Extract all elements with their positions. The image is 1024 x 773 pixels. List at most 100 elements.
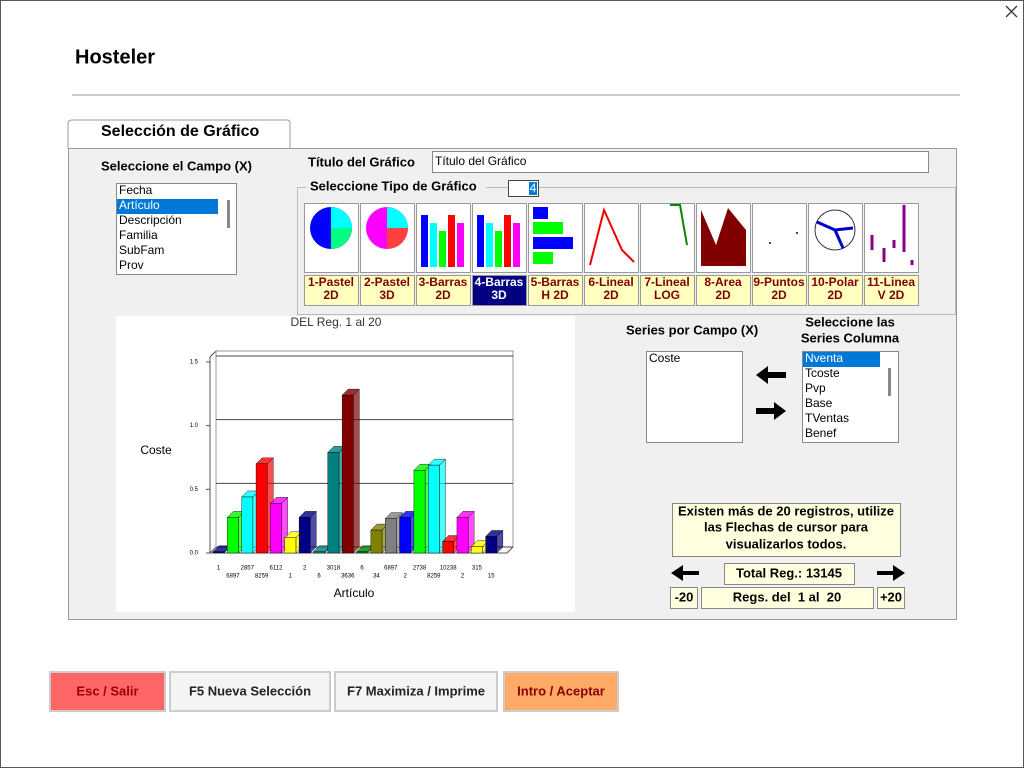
option-label: 3-Barras xyxy=(419,275,468,289)
x-tick-label: 2 xyxy=(403,574,407,580)
x-tick-label: 6897 xyxy=(384,566,398,572)
button[interactable] xyxy=(334,671,498,712)
list-item[interactable]: Prov xyxy=(119,258,144,272)
icon-shape xyxy=(504,215,511,267)
option-label-box xyxy=(304,275,359,306)
info-text: Existen más de 20 registros, utilize xyxy=(678,503,894,518)
list-item[interactable]: Nventa xyxy=(805,351,843,365)
chart-title: DEL Reg. 1 al 20 xyxy=(291,315,382,329)
list-item[interactable]: Descripción xyxy=(119,213,182,227)
tab[interactable] xyxy=(67,119,291,148)
scrollbar xyxy=(888,368,891,396)
list-item[interactable]: Benef xyxy=(805,426,837,440)
option-label: 7-Lineal xyxy=(644,275,689,289)
x-tick-label: 8259 xyxy=(255,574,269,580)
bar xyxy=(298,510,317,554)
option-label: 4-Barras xyxy=(475,275,524,289)
x-tick-label: 8259 xyxy=(427,574,441,580)
list-item[interactable]: Familia xyxy=(119,228,158,242)
list-item[interactable]: Fecha xyxy=(119,183,153,197)
list-item[interactable]: Base xyxy=(805,396,833,410)
option-label-box xyxy=(640,275,695,306)
bar-front xyxy=(255,463,268,554)
add-arrow[interactable] xyxy=(756,402,786,420)
info-box xyxy=(672,503,901,557)
option-label: 3D xyxy=(491,288,507,302)
list-item[interactable]: Coste xyxy=(649,351,681,365)
option-label-box xyxy=(864,275,919,306)
next-arrow[interactable] xyxy=(877,565,905,581)
icon-shape xyxy=(495,231,502,267)
field-list[interactable] xyxy=(116,183,237,275)
next-button[interactable] xyxy=(877,587,905,609)
close-button[interactable] xyxy=(1005,5,1018,18)
y-tick-label: 0.0 xyxy=(190,551,199,557)
list-item[interactable]: SubFam xyxy=(119,243,164,257)
bar-side xyxy=(310,510,317,554)
prev-button[interactable] xyxy=(670,587,698,609)
type-label: Seleccione Tipo de Gráfico xyxy=(310,178,477,193)
bar-side xyxy=(353,388,360,554)
button[interactable] xyxy=(169,671,331,712)
series-field-list[interactable] xyxy=(646,351,743,443)
bar-front xyxy=(241,496,254,554)
button[interactable] xyxy=(503,671,619,712)
option-label-box xyxy=(528,275,583,306)
option-icon xyxy=(752,203,807,273)
type-group xyxy=(297,187,956,315)
x-tick-label: 315 xyxy=(472,566,483,572)
x-tick-label: 2 xyxy=(461,574,465,580)
option-label: 8-Area xyxy=(704,275,742,289)
option-icon xyxy=(584,203,639,273)
series-field-label: Series por Campo (X) xyxy=(626,322,758,337)
option-label: 3D xyxy=(379,288,395,302)
option-label: 1-Pastel xyxy=(308,275,354,289)
x-tick-label: 6 xyxy=(317,574,321,580)
x-tick-label: 6897 xyxy=(226,574,240,580)
button-label: Intro / Aceptar xyxy=(517,683,605,698)
app-title: Hosteler xyxy=(75,46,155,68)
option-label: H 2D xyxy=(541,288,569,302)
list-item[interactable]: Artículo xyxy=(119,198,160,212)
prev-arrow[interactable] xyxy=(671,565,699,581)
list-item[interactable]: Tcoste xyxy=(805,366,840,380)
list-item[interactable]: TVentas xyxy=(805,411,849,425)
remove-arrow[interactable] xyxy=(756,366,786,384)
icon-shape xyxy=(448,215,455,267)
y-tick-label: 1.5 xyxy=(190,360,199,366)
range-text: Regs. del 1 al 20 xyxy=(733,589,841,604)
icon-shape xyxy=(533,222,563,234)
total-text: Total Reg.: 13145 xyxy=(736,565,842,580)
chart-title-input[interactable] xyxy=(432,151,929,173)
bar-front xyxy=(442,541,454,554)
spin-value: 4 xyxy=(530,181,537,195)
icon-shape xyxy=(670,204,688,246)
icon-shape xyxy=(457,223,464,267)
button[interactable] xyxy=(49,671,166,712)
icon-shape xyxy=(477,215,484,267)
option-label-box xyxy=(416,275,471,306)
icon-shape xyxy=(331,228,352,249)
bar-front xyxy=(327,452,340,554)
option-label-box xyxy=(360,275,415,306)
x-tick-label: 6 xyxy=(360,566,364,572)
button-label: F7 Maximiza / Imprime xyxy=(347,683,485,698)
list-item[interactable]: Pvp xyxy=(805,381,826,395)
option-label: 2D xyxy=(771,288,787,302)
bar xyxy=(427,458,446,554)
option-label: 9-Puntos xyxy=(753,275,805,289)
total-box xyxy=(724,563,855,585)
